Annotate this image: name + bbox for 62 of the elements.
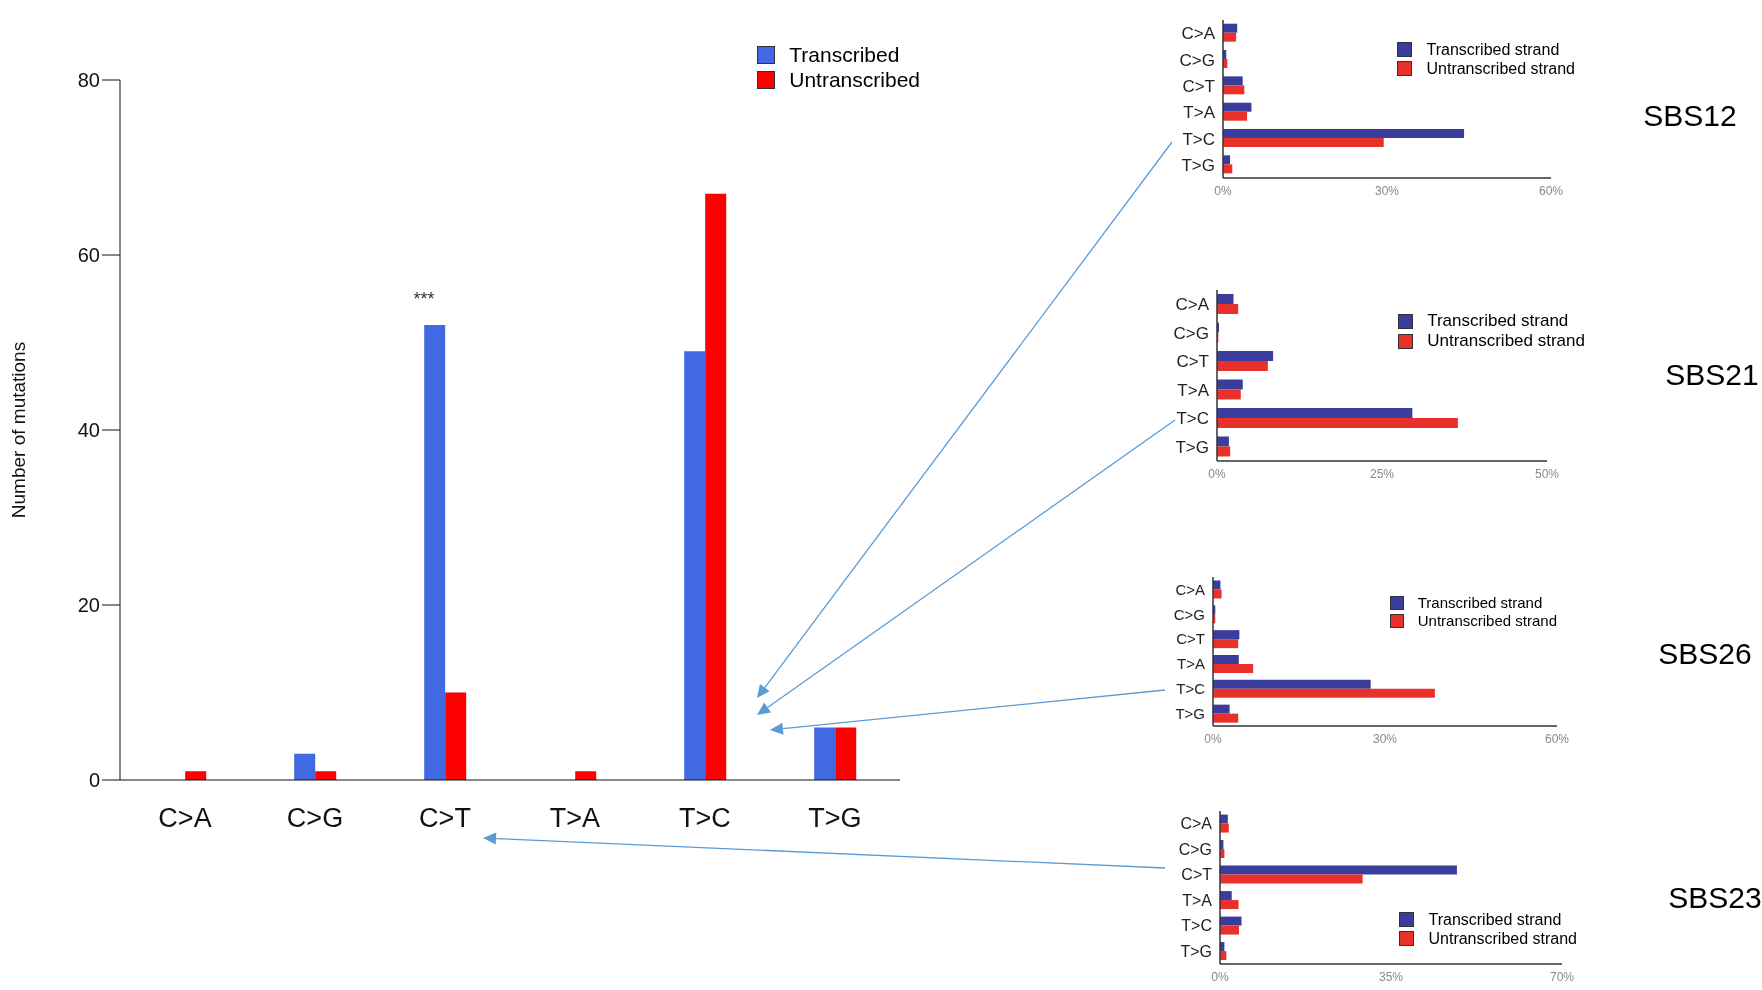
y-tick-label: 20	[77, 594, 100, 617]
annotation: ***	[412, 289, 436, 311]
x-tick-label: 35%	[1378, 969, 1404, 984]
legend-label: Untranscribed strand	[1427, 331, 1585, 352]
x-tick-label: 60%	[1544, 731, 1570, 746]
y-axis-title: Number of mutations	[7, 341, 29, 519]
legend-label: Untranscribed strand	[1428, 928, 1577, 948]
x-tick-label: C>T	[419, 803, 471, 834]
y-tick-label: C>T	[1182, 76, 1215, 96]
x-tick-label: 0%	[1208, 466, 1226, 481]
x-tick-label: 70%	[1549, 969, 1575, 984]
legend-label: Transcribed strand	[1428, 909, 1562, 929]
y-tick-label: T>G	[1180, 942, 1212, 960]
y-tick-label: T>C	[1182, 129, 1215, 149]
y-tick-label: T>A	[1182, 891, 1213, 909]
legend-label: Transcribed strand	[1427, 311, 1569, 332]
text: SBS26	[1657, 637, 1753, 671]
x-tick-label: 50%	[1534, 466, 1560, 481]
text: SBS12	[1642, 99, 1738, 133]
legend-label: Transcribed strand	[1426, 40, 1560, 60]
y-tick-label: T>G	[1181, 155, 1215, 175]
x-tick-label: C>A	[158, 803, 212, 834]
x-tick-label: 30%	[1372, 731, 1398, 746]
legend-label: Untranscribed	[789, 67, 920, 93]
legend-label: Untranscribed strand	[1426, 59, 1575, 79]
x-tick-label: 30%	[1374, 183, 1400, 198]
y-tick-label: 60	[77, 244, 100, 267]
y-tick-label: 0	[88, 769, 100, 792]
y-tick-label: C>T	[1176, 352, 1209, 372]
legend-label: Transcribed strand	[1417, 594, 1543, 612]
x-tick-label: T>C	[679, 803, 731, 834]
y-tick-label: C>A	[1175, 580, 1205, 598]
y-tick-label: 40	[77, 419, 100, 442]
y-tick-label: T>C	[1176, 409, 1209, 429]
x-tick-label: 0%	[1214, 183, 1232, 198]
y-tick-label: C>A	[1181, 24, 1216, 44]
y-tick-label: C>A	[1175, 295, 1210, 315]
legend-label: Transcribed	[789, 42, 900, 68]
x-tick-label: 60%	[1538, 183, 1564, 198]
y-tick-label: T>G	[1175, 437, 1209, 457]
y-tick-label: C>G	[1173, 323, 1209, 343]
y-tick-label: T>A	[1177, 655, 1205, 673]
text: SBS21	[1664, 358, 1760, 392]
text: SBS23	[1667, 881, 1762, 915]
y-tick-label: T>A	[1177, 380, 1210, 400]
x-tick-label: T>A	[549, 803, 601, 834]
y-tick-label: T>A	[1183, 103, 1216, 123]
y-tick-label: C>T	[1176, 630, 1205, 648]
y-tick-label: T>C	[1176, 680, 1206, 698]
y-tick-label: C>G	[1178, 840, 1212, 858]
y-tick-label: C>G	[1173, 605, 1205, 623]
x-tick-label: 0%	[1204, 731, 1222, 746]
y-tick-label: 80	[77, 69, 100, 92]
x-tick-label: 0%	[1211, 969, 1229, 984]
legend-label: Untranscribed strand	[1417, 612, 1557, 630]
y-tick-label: C>G	[1179, 50, 1215, 70]
x-tick-label: T>G	[808, 803, 862, 834]
x-tick-label: C>G	[286, 803, 344, 834]
y-tick-label: T>C	[1181, 917, 1212, 935]
x-tick-label: 25%	[1369, 466, 1395, 481]
y-tick-label: T>G	[1175, 704, 1205, 722]
y-tick-label: C>T	[1181, 866, 1213, 884]
